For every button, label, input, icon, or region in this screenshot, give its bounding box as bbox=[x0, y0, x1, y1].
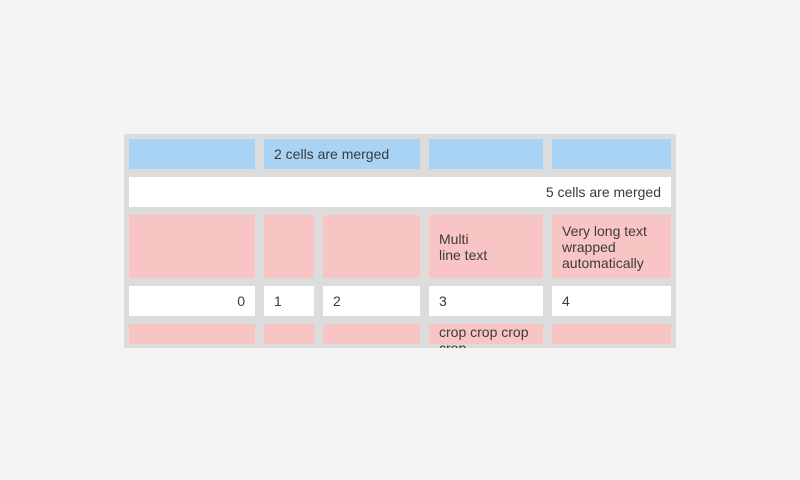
table-cell-r4c1[interactable]: 0 bbox=[129, 286, 255, 316]
table-cell-r1c4[interactable] bbox=[429, 139, 543, 169]
table-cell-r5c1[interactable] bbox=[129, 324, 255, 344]
table-row-5: crop crop crop crop bbox=[129, 324, 671, 348]
table-cell-r5c5[interactable] bbox=[552, 324, 671, 344]
table-cell-r5c2[interactable] bbox=[264, 324, 314, 344]
table-widget: 2 cells are merged 5 cells are merged Mu… bbox=[124, 134, 676, 348]
table-cell-r1c2-merged[interactable]: 2 cells are merged bbox=[264, 139, 420, 169]
table-cell-r4c5[interactable]: 4 bbox=[552, 286, 671, 316]
table-row-3: Multi line text Very long text wrapped a… bbox=[129, 215, 671, 278]
table-cell-r3c2[interactable] bbox=[264, 215, 314, 278]
table-cell-r4c4[interactable]: 3 bbox=[429, 286, 543, 316]
table-cell-r3c1[interactable] bbox=[129, 215, 255, 278]
table-row-1: 2 cells are merged bbox=[129, 139, 671, 169]
table-row-2: 5 cells are merged bbox=[129, 177, 671, 207]
table-cell-r4c3[interactable]: 2 bbox=[323, 286, 420, 316]
table-cell-r5c3[interactable] bbox=[323, 324, 420, 344]
table-row-4: 0 1 2 3 4 bbox=[129, 286, 671, 316]
table-cell-r3c4-multiline[interactable]: Multi line text bbox=[429, 215, 543, 278]
table-cell-r4c2[interactable]: 1 bbox=[264, 286, 314, 316]
table-cell-r1c5[interactable] bbox=[552, 139, 671, 169]
table-cell-r1c1[interactable] bbox=[129, 139, 255, 169]
table-cell-r3c5-wrapped[interactable]: Very long text wrapped automatically bbox=[552, 215, 671, 278]
table-cell-r3c3[interactable] bbox=[323, 215, 420, 278]
table-cell-r2-merged[interactable]: 5 cells are merged bbox=[129, 177, 671, 207]
table-cell-r5c4-cropped[interactable]: crop crop crop crop bbox=[429, 324, 543, 348]
